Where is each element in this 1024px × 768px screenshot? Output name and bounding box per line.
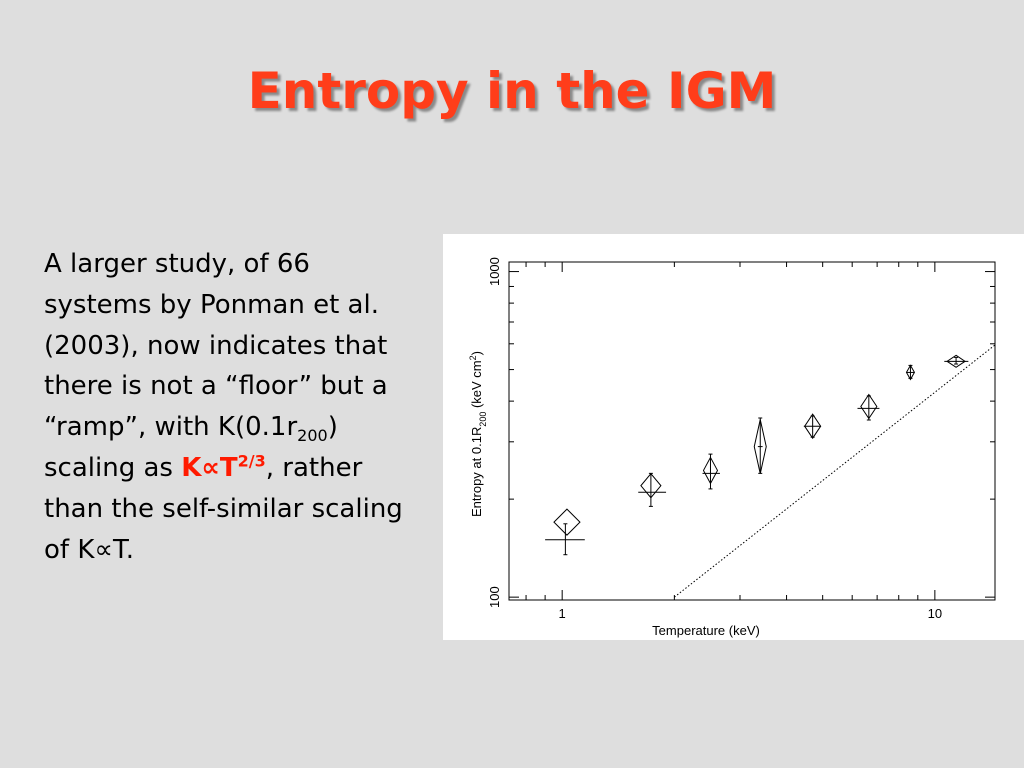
diamond-marker [905, 364, 916, 381]
highlight-t: T [219, 452, 238, 483]
error-bar-point [803, 415, 822, 438]
body-text: A larger study, of 66 systems by Ponman … [44, 249, 403, 565]
diamond-marker [753, 419, 767, 474]
diamond-marker [640, 472, 662, 499]
exponent-two-thirds: 2/3 [237, 451, 266, 471]
plot-frame [508, 261, 996, 601]
slide-title: Entropy in the IGM [247, 62, 777, 120]
y-axis-title: Entropy at 0.1R200 (keV cm2) [468, 351, 488, 517]
subscript-200: 200 [297, 426, 328, 446]
y-tick-label-100: 100 [487, 586, 502, 608]
y-tick-label-1000: 1000 [487, 257, 502, 286]
x-tick-label-10: 10 [928, 606, 942, 621]
proportional-symbol: ∝ [201, 452, 220, 483]
x-axis-title: Temperature (keV) [652, 623, 760, 638]
diamond-marker [946, 354, 966, 368]
reference-line-group [674, 344, 996, 598]
tick-labels: 1 10 100 1000 [487, 257, 942, 621]
chart-svg: 1 10 100 1000 Temperature (keV) Entropy … [468, 257, 996, 638]
data-markers [545, 354, 969, 556]
diamond-marker [702, 456, 719, 485]
x-tick-label-1: 1 [559, 606, 566, 621]
error-bar-point [545, 523, 585, 556]
error-bar-point [906, 364, 915, 379]
highlight-k: K [181, 452, 202, 483]
proportional-symbol-2: ∝ [94, 534, 113, 565]
diamond-marker [804, 413, 822, 440]
error-bar-point [757, 417, 763, 474]
diamond-marker [553, 508, 581, 536]
reference-line [674, 344, 996, 598]
entropy-temperature-chart: 1 10 100 1000 Temperature (keV) Entropy … [443, 234, 1024, 640]
axis-ticks [509, 262, 995, 600]
error-bar-point [638, 472, 667, 507]
diamond-marker [860, 393, 878, 420]
